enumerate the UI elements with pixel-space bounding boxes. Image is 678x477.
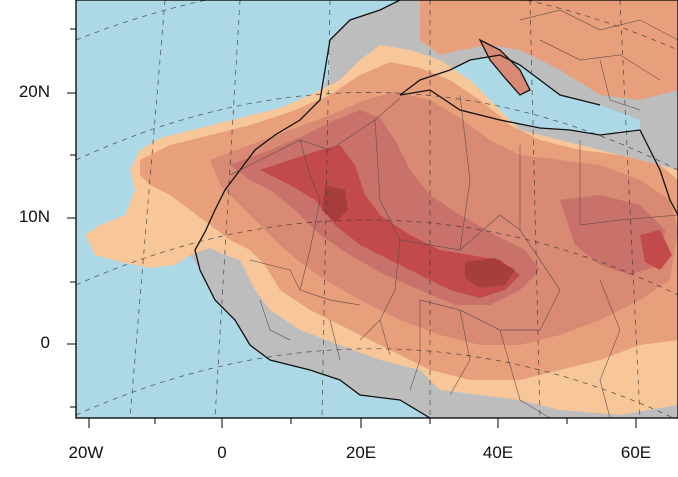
lon-label-0: 0 [217, 443, 227, 462]
plume-level-5-east [640, 230, 672, 270]
plume-level-5 [260, 145, 520, 298]
lon-label-20w: 20W [68, 443, 104, 462]
lat-label-20n: 20N [18, 82, 50, 101]
lon-label-60e: 60E [620, 443, 652, 462]
plume-level-4-east [560, 195, 665, 275]
europe-land [420, 0, 678, 100]
lon-label-20e: 20E [345, 443, 377, 462]
country-borders [229, 9, 678, 418]
coastlines [194, 0, 678, 418]
plot-frame [75, 0, 678, 419]
lat-label-0: 0 [40, 333, 50, 352]
lon-label-40e: 40E [482, 443, 514, 462]
lat-label-10n: 10N [18, 207, 50, 226]
plume-level-6 [322, 185, 348, 222]
italy-peninsula [480, 40, 530, 95]
plume-level-6-core [465, 258, 515, 288]
graticule [76, 0, 678, 418]
tick-marks [67, 28, 637, 428]
